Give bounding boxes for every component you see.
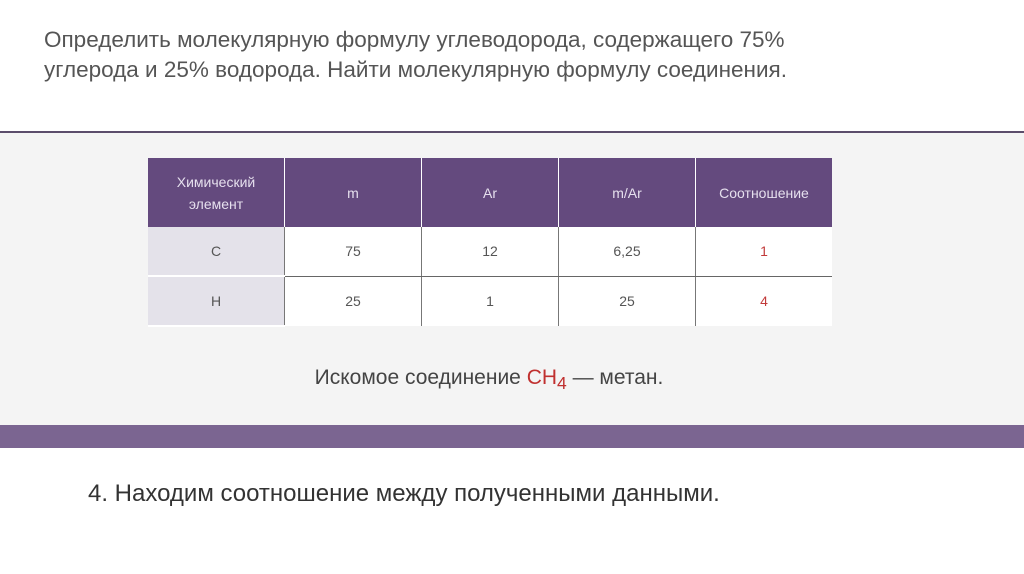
slide-title: Определить молекулярную формулу углеводо… [44,27,787,82]
header-ratio: Соотношение [695,158,832,227]
step-text: 4. Находим соотношение между полученными… [88,480,720,507]
cell-element: C [148,227,285,277]
ratio-table: Химический элемент m Ar m/Ar Соотношение… [148,158,832,327]
table-header-row: Химический элемент m Ar m/Ar Соотношение [148,158,832,227]
divider [0,131,1024,133]
accent-band [0,425,1024,448]
header-ar: Ar [421,158,559,227]
answer-text: Искомое соединение CH4 — метан. [0,366,978,394]
table-row: H 25 1 25 4 [148,276,832,327]
formula-base: CH [526,366,558,389]
cell-ratio: 1 [695,227,832,277]
answer-prefix: Искомое соединение [314,366,527,389]
cell-m-ar: 25 [558,276,696,326]
cell-m: 75 [284,227,422,277]
header-element: Химический элемент [148,158,285,227]
answer-formula: CH4 [526,366,567,393]
table-row: C 75 12 6,25 1 [148,227,832,277]
cell-ratio: 4 [695,276,832,326]
cell-m: 25 [284,276,422,326]
cell-m-ar: 6,25 [558,227,696,277]
cell-element: H [148,276,285,327]
header-m-ar: m/Ar [558,158,696,227]
cell-ar: 1 [421,276,559,326]
answer-suffix: — метан. [566,366,664,389]
cell-ar: 12 [421,227,559,277]
formula-subscript: 4 [557,373,567,394]
header-m: m [284,158,422,227]
